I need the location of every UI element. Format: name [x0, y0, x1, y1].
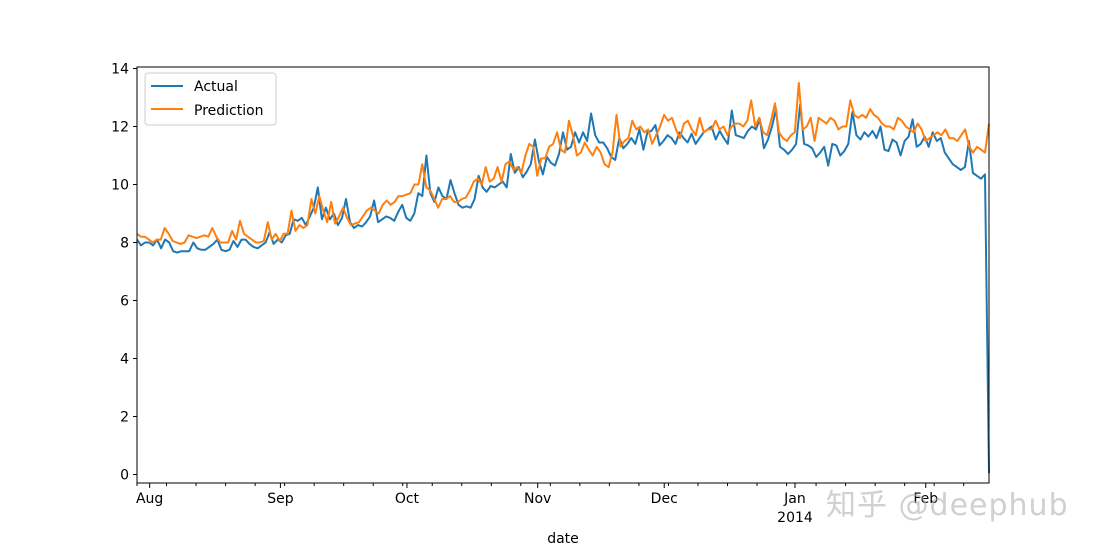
- watermark-text: 知乎 @deephub: [826, 488, 1069, 523]
- series-line-prediction: [136, 82, 990, 245]
- x-tick-label: Dec: [651, 491, 678, 507]
- x-tick-label: Feb: [913, 491, 938, 507]
- x-axis: Aug Sep Oct Nov Dec Jan 2014 Feb: [136, 483, 965, 526]
- y-tick-label: 12: [111, 120, 129, 136]
- legend: Actual Prediction: [144, 72, 277, 126]
- plot-frame: [136, 66, 990, 484]
- x-tick-label: Sep: [267, 491, 294, 507]
- series-line-actual: [136, 103, 990, 474]
- x-tick-label: Aug: [136, 491, 163, 507]
- y-tick-label: 2: [120, 410, 129, 426]
- y-tick-label: 4: [120, 352, 129, 368]
- x-tick-label: Oct: [395, 491, 420, 507]
- x-tick-label: Jan: [783, 491, 806, 507]
- legend-label-actual: Actual: [194, 79, 238, 95]
- y-tick-label: 8: [120, 236, 129, 252]
- y-tick-label: 6: [120, 294, 129, 310]
- x-tick-sublabel: 2014: [777, 510, 813, 526]
- x-tick-label: Nov: [524, 491, 551, 507]
- y-tick-label: 0: [120, 468, 129, 484]
- y-axis: 0 2 4 6 8 10 12 14: [111, 62, 137, 484]
- x-axis-title: date: [547, 531, 579, 547]
- y-tick-label: 10: [111, 178, 129, 194]
- legend-label-prediction: Prediction: [194, 103, 264, 119]
- series-layer: [136, 82, 990, 474]
- y-tick-label: 14: [111, 62, 129, 78]
